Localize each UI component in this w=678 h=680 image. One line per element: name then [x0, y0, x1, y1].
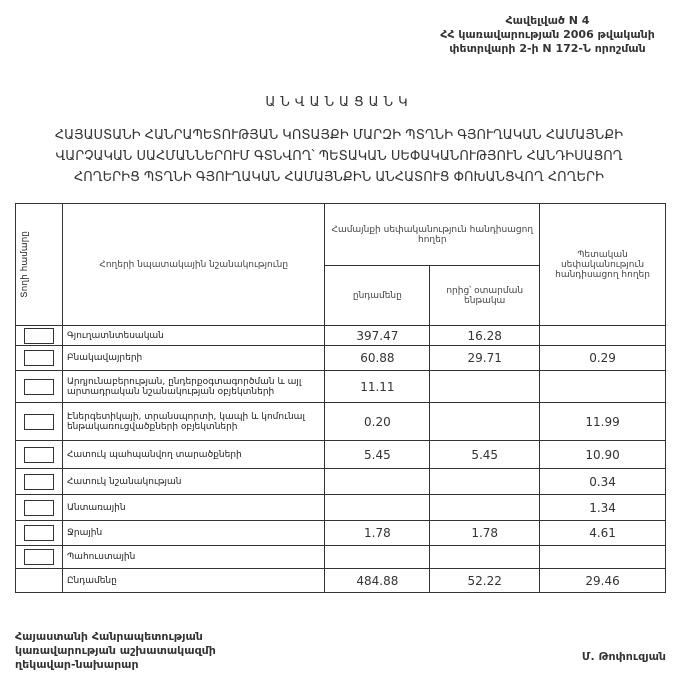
state-cell: [539, 325, 666, 346]
total-cell: 397.47: [324, 325, 431, 346]
code-box: [23, 446, 54, 463]
purpose-cell: Հատուկ նշանակության: [61, 468, 326, 495]
title-line: ՀԱՅԱՍՏԱՆԻ ՀԱՆՐԱՊԵՏՈՒԹՅԱՆ ԿՈՏԱՅՔԻ ՄԱՐԶԻ Պ…: [54, 128, 624, 143]
total-cell: [324, 468, 431, 495]
state-cell: 10.90: [539, 440, 666, 469]
state-cell: 0.29: [539, 345, 666, 371]
table-row: Ջրային 1.78 1.78 4.61: [15, 520, 666, 546]
purpose-cell: Բնակավայրերի: [61, 345, 326, 371]
header-of-which: որից՝ օտարման ենթակա: [429, 265, 541, 326]
table-row: Արդյունաբերության, ընդերքօգտագործման և ա…: [15, 370, 666, 403]
table-row: Հատուկ նշանակության 0.34: [15, 468, 666, 495]
of-which-cell: [429, 494, 541, 521]
code-cell: [15, 370, 63, 403]
of-which-cell: [429, 402, 541, 441]
of-which-cell: [429, 468, 541, 495]
total-cell: 5.45: [324, 440, 431, 469]
total-label: Ընդամենը: [61, 568, 326, 593]
state-cell: 11.99: [539, 402, 666, 441]
land-table: Տողի համարը Հողերի նպատակային նշանակությ…: [15, 203, 666, 593]
code-cell: [15, 545, 63, 569]
purpose-cell: Հատուկ պահպանվող տարածքների: [61, 440, 326, 469]
of-which-cell: 1.78: [429, 520, 541, 546]
code-cell: [15, 345, 63, 371]
total-cell: [324, 494, 431, 521]
title-line: ՎԱՐՉԱԿԱՆ ՍԱՀՄԱՆՆԵՐՈՒՄ ԳՏՆՎՈՂ՝ ՊԵՏԱԿԱՆ ՍԵ…: [55, 149, 623, 164]
state-cell: 4.61: [539, 520, 666, 546]
code-cell: [15, 440, 63, 469]
table-row: Անտառային 1.34: [15, 494, 666, 521]
footer-line: Հայաստանի Հանրապետության: [15, 630, 203, 643]
appendix-line: փետրվարի 2-ի N 172-Ն որոշման: [449, 42, 646, 55]
of-which-cell: 29.71: [429, 345, 541, 371]
purpose-cell: Էներգետիկայի, տրանսպորտի, կապի և կոմունա…: [61, 402, 326, 441]
signature-name: Մ. Թոփուզյան: [581, 650, 666, 663]
purpose-cell: Ջրային: [61, 520, 326, 546]
code-box: [23, 413, 54, 430]
code-cell: [15, 494, 63, 521]
table-row: Հատուկ պահպանվող տարածքների 5.45 5.45 10…: [15, 440, 666, 469]
title-line: ՀՈՂԵՐԻՑ ՊՏՂՆԻ ԳՅՈՒՂԱԿԱՆ ՀԱՄԱՅՆՔԻՆ ԱՆՀԱՏՈ…: [73, 170, 605, 185]
total-cell: 60.88: [324, 345, 431, 371]
of-which-cell: [429, 370, 541, 403]
table-row: Էներգետիկայի, տրանսպորտի, կապի և կոմունա…: [15, 402, 666, 441]
purpose-cell: Արդյունաբերության, ընդերքօգտագործման և ա…: [61, 370, 326, 403]
table-row: Բնակավայրերի 60.88 29.71 0.29: [15, 345, 666, 371]
purpose-cell: Գյուղատնտեսական: [61, 325, 326, 346]
total-row: Ընդամենը 484.88 52.22 29.46: [15, 568, 666, 593]
footer-position: Հայաստանի Հանրապետության կառավարության ա…: [15, 630, 216, 672]
appendix-line: Հավելված N 4: [505, 14, 590, 27]
appendix-note: Հավելված N 4 ՀՀ կառավարության 2006 թվակա…: [420, 14, 675, 56]
of-which-cell: [429, 545, 541, 569]
code-cell: [15, 520, 63, 546]
code-cell: [15, 325, 63, 346]
code-box: [23, 525, 54, 541]
main-title: ՀԱՅԱՍՏԱՆԻ ՀԱՆՐԱՊԵՏՈՒԹՅԱՆ ԿՈՏԱՅՔԻ ՄԱՐԶԻ Պ…: [0, 125, 678, 188]
code-box: [23, 473, 54, 490]
total-of-which: 52.22: [429, 568, 541, 593]
header-code: Տողի համարը: [15, 203, 63, 326]
code-box: [23, 350, 54, 366]
code-box: [23, 549, 54, 565]
state-cell: 0.34: [539, 468, 666, 495]
code-cell: [15, 402, 63, 441]
code-cell: [15, 468, 63, 495]
header-purpose: Հողերի նպատակային նշանակությունը: [61, 203, 326, 326]
purpose-cell: Անտառային: [61, 494, 326, 521]
state-cell: 1.34: [539, 494, 666, 521]
header-community: Համայնքի սեփականություն հանդիսացող հողեր: [324, 203, 541, 266]
header-total: ընդամենը: [324, 265, 431, 326]
appendix-line: ՀՀ կառավարության 2006 թվականի: [440, 28, 655, 41]
of-which-cell: 5.45: [429, 440, 541, 469]
total-cell: 0.20: [324, 402, 431, 441]
total-state: 29.46: [539, 568, 666, 593]
footer-line: կառավարության աշխատակազմի: [15, 644, 216, 657]
code-box: [23, 327, 54, 344]
code-box: [23, 499, 54, 516]
total-value: 484.88: [324, 568, 431, 593]
footer-line: ղեկավար-նախարար: [15, 658, 139, 671]
table-row: Գյուղատնտեսական 397.47 16.28: [15, 325, 666, 346]
total-cell: 11.11: [324, 370, 431, 403]
table-row: Պահուստային: [15, 545, 666, 569]
state-cell: [539, 545, 666, 569]
total-cell: [324, 545, 431, 569]
purpose-cell: Պահուստային: [61, 545, 326, 569]
code-box: [23, 378, 54, 395]
total-cell: 1.78: [324, 520, 431, 546]
of-which-cell: 16.28: [429, 325, 541, 346]
state-cell: [539, 370, 666, 403]
list-title: ԱՆՎԱՆԱՑԱՆԿ: [265, 95, 413, 110]
header-state: Պետական սեփականություն հանդիսացող հողեր: [539, 203, 666, 326]
